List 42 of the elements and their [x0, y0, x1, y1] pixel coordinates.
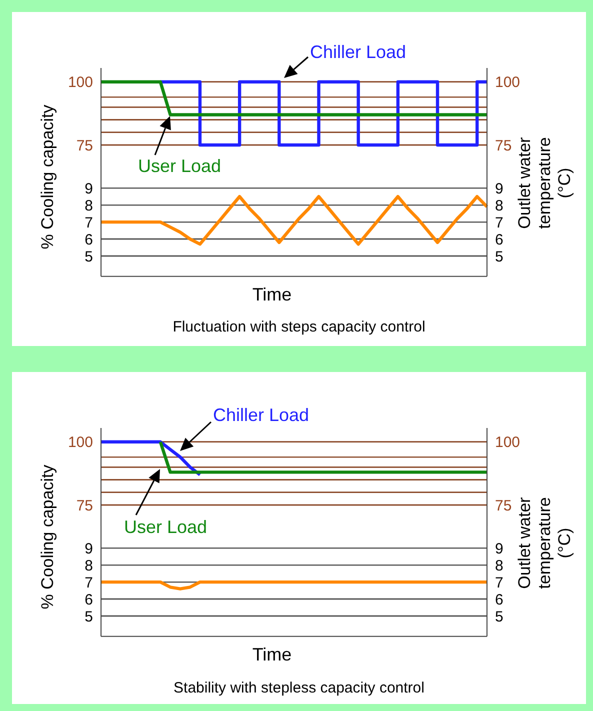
y2-tick-label: 8 — [494, 197, 504, 214]
y-tick-label: 5 — [84, 248, 94, 266]
text: User Load — [124, 516, 208, 538]
y2-tick-label: 7 — [494, 574, 504, 592]
text: Stability with stepless capacity control — [174, 680, 424, 696]
x-axis-title: Time — [252, 284, 292, 306]
y-tick-label: 100 — [68, 74, 93, 91]
line-series — [99, 440, 202, 476]
y2-tick-label: 8 — [494, 557, 504, 574]
y2-tick-label: 6 — [494, 591, 504, 608]
y-tick-label: 75 — [76, 496, 93, 514]
y-tick-label: 6 — [84, 231, 94, 248]
y2-tick-label: 75 — [495, 136, 512, 154]
y2-tick-label: 5 — [494, 608, 504, 626]
y2-tick-label: 6 — [494, 231, 504, 248]
y-tick-label: 100 — [68, 434, 93, 451]
x-axis-title: Time — [252, 644, 292, 666]
y-tick-label: 9 — [84, 540, 94, 558]
text: Fluctuation with steps capacity control — [172, 318, 426, 336]
text: Chiller Load — [213, 404, 310, 426]
y-axis-title: % Cooling capacity — [38, 464, 58, 610]
y-axis-title: % Cooling capacity — [38, 104, 58, 250]
y2-axis-title: Outlet water temperature (°C) — [515, 496, 575, 591]
y-tick-label: 6 — [84, 591, 94, 608]
y-tick-label: 7 — [84, 574, 94, 592]
series-label: Chiller Load — [310, 41, 406, 63]
y2-tick-label: 9 — [494, 540, 504, 558]
y-tick-label: 75 — [76, 136, 93, 154]
y2-tick-label: 100 — [495, 434, 520, 451]
y-tick-label: 8 — [84, 197, 94, 214]
y2-tick-label: 9 — [494, 180, 504, 198]
y2-tick-label: 100 — [495, 74, 520, 91]
y-tick-label: 8 — [84, 557, 94, 574]
y2-tick-label: 5 — [494, 248, 504, 266]
y-tick-label: 7 — [84, 214, 94, 232]
y2-axis-title: Outlet water temperature (°C) — [515, 136, 575, 231]
line-series — [99, 194, 489, 246]
y-tick-label: 5 — [84, 608, 94, 626]
y-tick-label: 9 — [84, 180, 94, 198]
y2-tick-label: 75 — [495, 496, 512, 514]
y2-tick-label: 7 — [494, 214, 504, 232]
text: User Load — [138, 155, 222, 177]
